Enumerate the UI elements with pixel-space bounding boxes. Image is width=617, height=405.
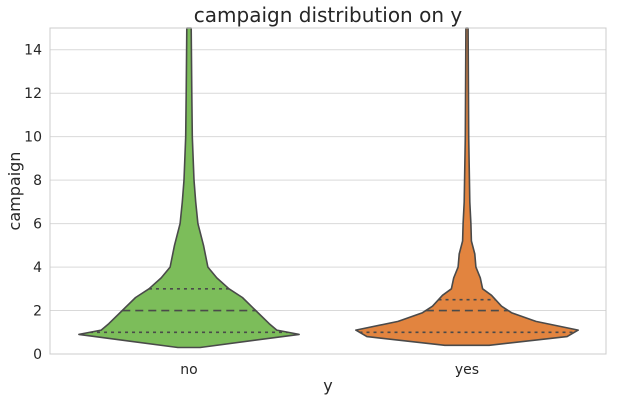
y-tick-label: 14 <box>24 43 42 59</box>
axis-layer: 0 2 4 6 8 10 12 14 no yes <box>24 27 607 378</box>
y-tick-label: 12 <box>24 86 42 102</box>
violin-yes <box>354 27 580 347</box>
y-tick-label: 6 <box>33 217 42 233</box>
x-axis-label: y <box>323 376 332 395</box>
y-tick-label: 10 <box>24 130 42 146</box>
x-tick-label-yes: yes <box>455 362 479 378</box>
y-tick-label: 8 <box>33 173 42 189</box>
y-tick-label: 0 <box>33 347 42 363</box>
x-tick-label-no: no <box>180 362 197 378</box>
y-tick-label: 2 <box>33 304 42 320</box>
violin-no <box>78 27 300 349</box>
violin-layer <box>78 27 580 349</box>
plot-frame <box>49 27 607 355</box>
y-tick-label: 4 <box>33 260 42 276</box>
chart-title: campaign distribution on y <box>194 3 463 27</box>
y-axis-label: campaign <box>5 152 24 231</box>
